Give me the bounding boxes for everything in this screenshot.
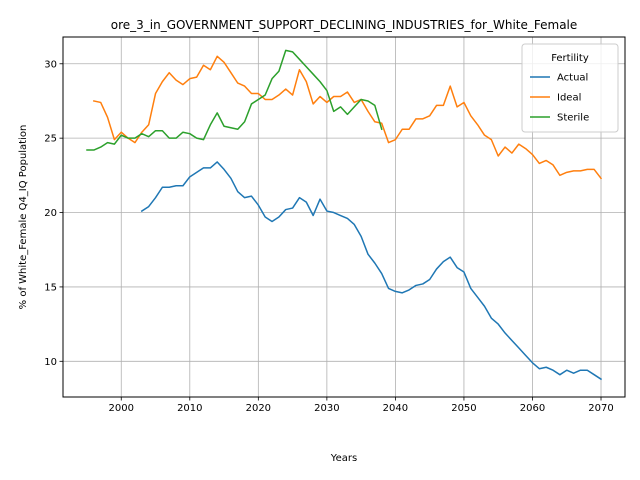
x-tick-label: 2070 [588, 403, 613, 414]
x-tick-label: 2000 [109, 403, 134, 414]
y-tick-label: 20 [44, 208, 57, 219]
legend-label-actual: Actual [557, 73, 588, 84]
series-line-sterile [86, 49, 383, 151]
legend-label-ideal: Ideal [557, 93, 581, 104]
legend-title: Fertility [551, 53, 589, 64]
x-tick-label: 2050 [451, 403, 476, 414]
x-tick-label: 2060 [520, 403, 545, 414]
chart-title: ore_3_in_GOVERNMENT_SUPPORT_DECLINING_IN… [111, 18, 578, 32]
x-tick-label: 2010 [177, 403, 202, 414]
x-tick-label: 2020 [246, 403, 271, 414]
x-axis: 2000 2010 2020 2030 2040 2050 2060 2070 [109, 397, 614, 414]
x-tick-label: 2030 [314, 403, 339, 414]
series-line-actual [140, 161, 603, 381]
legend: Fertility Actual Ideal Sterile [521, 43, 619, 133]
y-tick-label: 10 [44, 357, 57, 368]
series-line-ideal [92, 55, 603, 180]
y-tick-label: 25 [44, 134, 57, 145]
y-tick-label: 15 [44, 282, 57, 293]
y-axis-label: % of White_Female Q4_IQ Population [18, 125, 29, 310]
plot-frame [62, 36, 626, 398]
grid [63, 37, 625, 397]
x-axis-label: Years [330, 453, 357, 464]
legend-label-sterile: Sterile [557, 113, 589, 124]
legend-box [521, 43, 619, 133]
series-layer [86, 49, 603, 381]
x-tick-label: 2040 [383, 403, 408, 414]
y-axis: 10 15 20 25 30 [44, 59, 63, 368]
y-tick-label: 30 [44, 59, 57, 70]
legend-items: Actual Ideal Sterile [530, 73, 589, 124]
